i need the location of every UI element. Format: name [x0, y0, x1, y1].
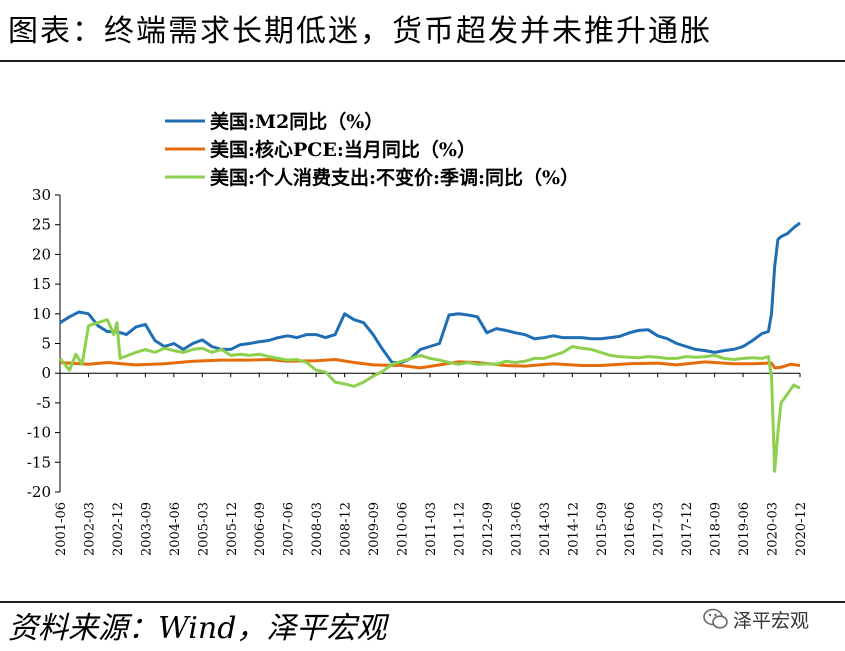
source-note: 资料来源：Wind，泽平宏观: [8, 611, 387, 646]
title-divider: [0, 60, 845, 62]
x-tick-label: 2018-09: [709, 502, 724, 556]
x-tick-label: 2002-03: [82, 502, 97, 556]
x-tick-label: 2003-09: [139, 502, 154, 556]
legend-label-1: 美国:M2同比（%）: [210, 110, 383, 133]
y-tick-label: 30: [32, 186, 51, 204]
x-tick-label: 2020-03: [766, 502, 781, 556]
x-tick-label: 2014-03: [538, 502, 553, 556]
x-tick-label: 2010-06: [396, 502, 411, 556]
legend-label-3: 美国:个人消费支出:不变价:季调:同比（%）: [210, 166, 579, 189]
x-tick-label: 2004-06: [168, 502, 183, 556]
x-tick-label: 2006-09: [253, 502, 268, 556]
x-tick-label: 2005-03: [196, 502, 211, 556]
x-tick-label: 2005-12: [225, 502, 240, 556]
x-tick-label: 2016-06: [623, 502, 638, 556]
wechat-icon: [703, 608, 729, 635]
x-tick-label: 2015-09: [595, 502, 610, 556]
y-tick-label: -20: [27, 483, 51, 501]
x-tick-label: 2009-09: [367, 502, 382, 556]
y-tick-label: 0: [41, 364, 51, 382]
y-tick-label: 25: [32, 216, 51, 234]
x-tick-label: 2011-03: [424, 502, 439, 556]
plot-area: [58, 221, 801, 473]
x-tick-label: 2001-06: [54, 502, 69, 556]
y-tick-label: -15: [27, 453, 51, 471]
line-chart: 美国:M2同比（%） 美国:核心PCE:当月同比（%） 美国:个人消费支出:不变价:…: [27, 110, 809, 556]
x-tick-label: 2007-06: [282, 502, 297, 556]
x-tick-label: 2017-12: [680, 502, 695, 556]
y-tick-label: 20: [32, 245, 51, 263]
chart-title: 图表：终端需求长期低迷，货币超发并未推升通胀: [8, 14, 712, 49]
x-tick-label: 2008-03: [310, 502, 325, 556]
x-tick-label: 2020-12: [794, 502, 809, 556]
footer-divider: [0, 601, 845, 603]
brand-watermark: 泽平宏观: [703, 606, 809, 635]
x-tick-label: 2002-12: [111, 502, 126, 556]
y-tick-label: 15: [32, 275, 51, 293]
y-tick-label: 5: [41, 335, 51, 353]
brand-name: 泽平宏观: [733, 610, 810, 632]
series-line-3: [58, 318, 801, 473]
legend-label-2: 美国:核心PCE:当月同比（%）: [210, 138, 476, 161]
x-tick-label: 2014-12: [566, 502, 581, 556]
x-tick-label: 2013-06: [509, 502, 524, 556]
x-tick-label: 2011-12: [452, 502, 467, 556]
y-tick-label: 10: [32, 305, 51, 323]
chart-legend: 美国:M2同比（%） 美国:核心PCE:当月同比（%） 美国:个人消费支出:不变价:…: [165, 110, 579, 189]
x-tick-label: 2012-09: [481, 502, 496, 556]
x-tick-label: 2008-12: [339, 502, 354, 556]
y-axis: -20 -15 -10 -5 0 5 10 15 20 25 30: [27, 186, 61, 501]
y-tick-label: -5: [36, 394, 51, 412]
y-tick-label: -10: [27, 424, 51, 442]
x-tick-label: 2019-06: [737, 502, 752, 556]
x-axis: 2001-06 2002-03 2002-12 2003-09 2004-06 2005-…: [54, 372, 809, 556]
series-line-1: [59, 221, 801, 364]
x-tick-label: 2017-03: [652, 502, 667, 556]
series-line-2: [59, 358, 801, 370]
